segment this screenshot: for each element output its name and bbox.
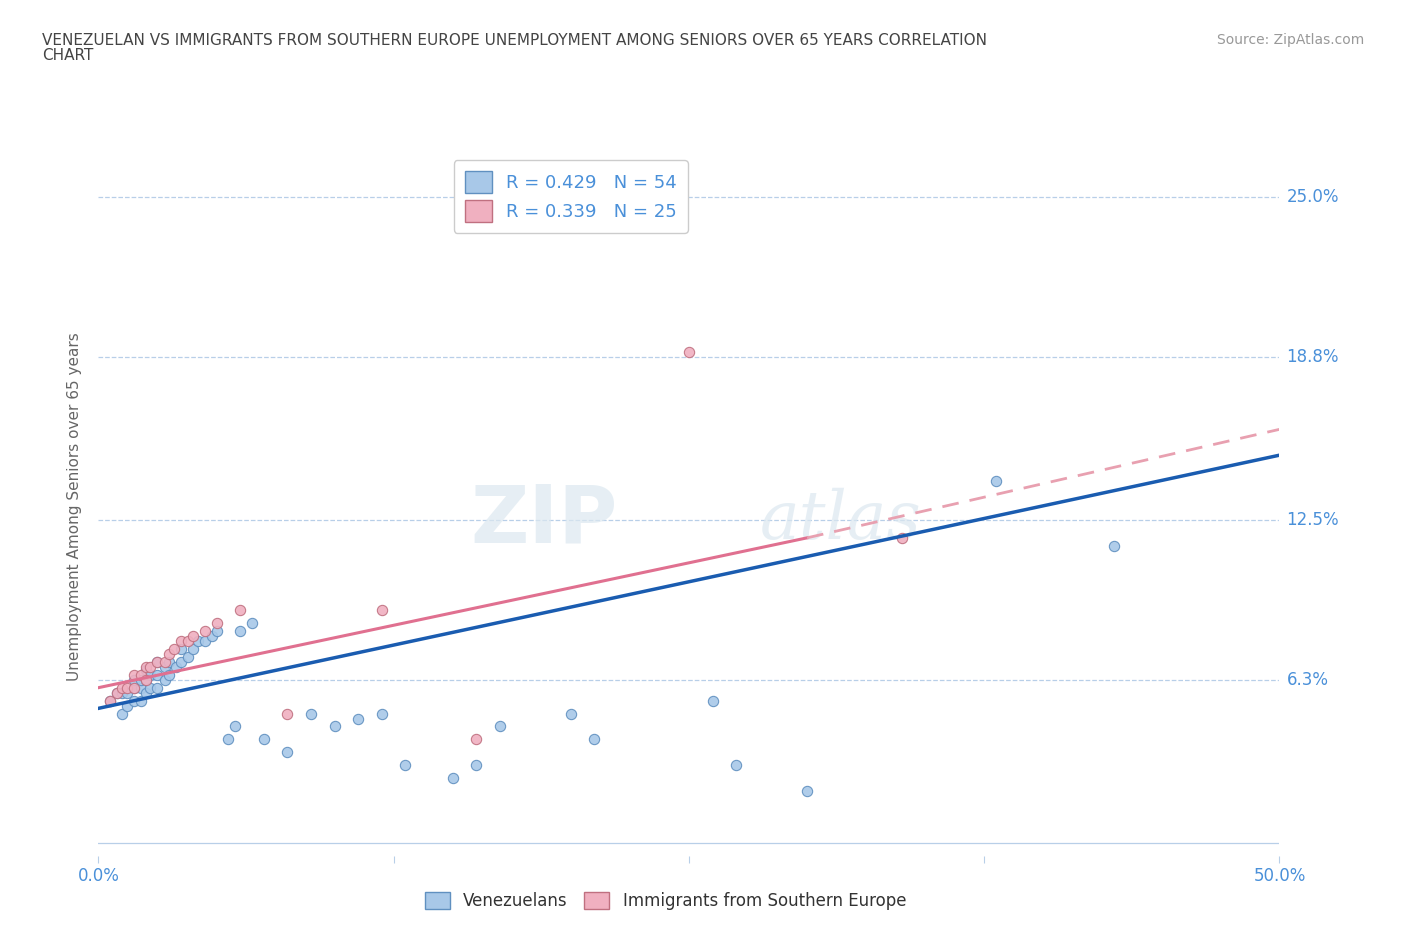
Point	[984, 473, 1007, 488]
Point	[205, 623, 228, 638]
Text: CHART: CHART	[42, 48, 94, 63]
Text: 12.5%: 12.5%	[1286, 511, 1339, 529]
Point	[135, 659, 157, 674]
Point	[111, 680, 134, 695]
Point	[115, 685, 138, 700]
Point	[135, 672, 157, 687]
Text: ZIP: ZIP	[471, 482, 619, 560]
Point	[146, 680, 169, 695]
Point	[122, 693, 145, 708]
Point	[170, 633, 193, 648]
Point	[129, 668, 152, 683]
Point	[122, 668, 145, 683]
Point	[146, 655, 169, 670]
Point	[181, 629, 204, 644]
Point	[725, 758, 748, 773]
Point	[489, 719, 512, 734]
Text: Source: ZipAtlas.com: Source: ZipAtlas.com	[1216, 33, 1364, 46]
Point	[217, 732, 239, 747]
Point	[105, 685, 128, 700]
Point	[111, 685, 134, 700]
Text: atlas: atlas	[759, 488, 921, 553]
Point	[129, 693, 152, 708]
Point	[702, 693, 724, 708]
Point	[111, 706, 134, 721]
Point	[129, 680, 152, 695]
Point	[323, 719, 346, 734]
Point	[560, 706, 582, 721]
Point	[371, 706, 394, 721]
Y-axis label: Unemployment Among Seniors over 65 years: Unemployment Among Seniors over 65 years	[67, 333, 83, 681]
Point	[276, 706, 298, 721]
Point	[139, 659, 162, 674]
Point	[194, 623, 217, 638]
Text: 18.8%: 18.8%	[1286, 348, 1339, 366]
Point	[165, 659, 187, 674]
Point	[465, 758, 488, 773]
Point	[194, 633, 217, 648]
Point	[441, 771, 464, 786]
Point	[187, 633, 209, 648]
Point	[122, 672, 145, 687]
Point	[170, 642, 193, 657]
Text: 6.3%: 6.3%	[1286, 671, 1329, 689]
Point	[1102, 538, 1125, 553]
Point	[371, 603, 394, 618]
Point	[139, 668, 162, 683]
Point	[170, 655, 193, 670]
Point	[583, 732, 606, 747]
Point	[146, 655, 169, 670]
Point	[139, 680, 162, 695]
Point	[205, 616, 228, 631]
Point	[115, 698, 138, 713]
Point	[129, 672, 152, 687]
Point	[153, 672, 176, 687]
Point	[135, 662, 157, 677]
Point	[122, 680, 145, 695]
Point	[276, 745, 298, 760]
Legend: Venezuelans, Immigrants from Southern Europe: Venezuelans, Immigrants from Southern Eu…	[418, 885, 912, 917]
Point	[98, 693, 121, 708]
Point	[177, 633, 200, 648]
Point	[394, 758, 416, 773]
Point	[796, 784, 818, 799]
Point	[135, 672, 157, 687]
Point	[224, 719, 246, 734]
Point	[299, 706, 322, 721]
Point	[157, 646, 180, 661]
Point	[890, 530, 912, 545]
Point	[253, 732, 276, 747]
Point	[157, 655, 180, 670]
Point	[678, 344, 700, 359]
Point	[177, 649, 200, 664]
Point	[153, 655, 176, 670]
Point	[347, 711, 370, 726]
Point	[240, 616, 263, 631]
Point	[163, 642, 186, 657]
Point	[181, 642, 204, 657]
Point	[105, 685, 128, 700]
Point	[135, 685, 157, 700]
Text: 25.0%: 25.0%	[1286, 188, 1339, 206]
Point	[229, 603, 252, 618]
Point	[465, 732, 488, 747]
Point	[98, 693, 121, 708]
Point	[122, 680, 145, 695]
Text: VENEZUELAN VS IMMIGRANTS FROM SOUTHERN EUROPE UNEMPLOYMENT AMONG SENIORS OVER 65: VENEZUELAN VS IMMIGRANTS FROM SOUTHERN E…	[42, 33, 987, 47]
Point	[157, 668, 180, 683]
Point	[229, 623, 252, 638]
Point	[115, 680, 138, 695]
Point	[146, 668, 169, 683]
Point	[153, 659, 176, 674]
Point	[201, 629, 224, 644]
